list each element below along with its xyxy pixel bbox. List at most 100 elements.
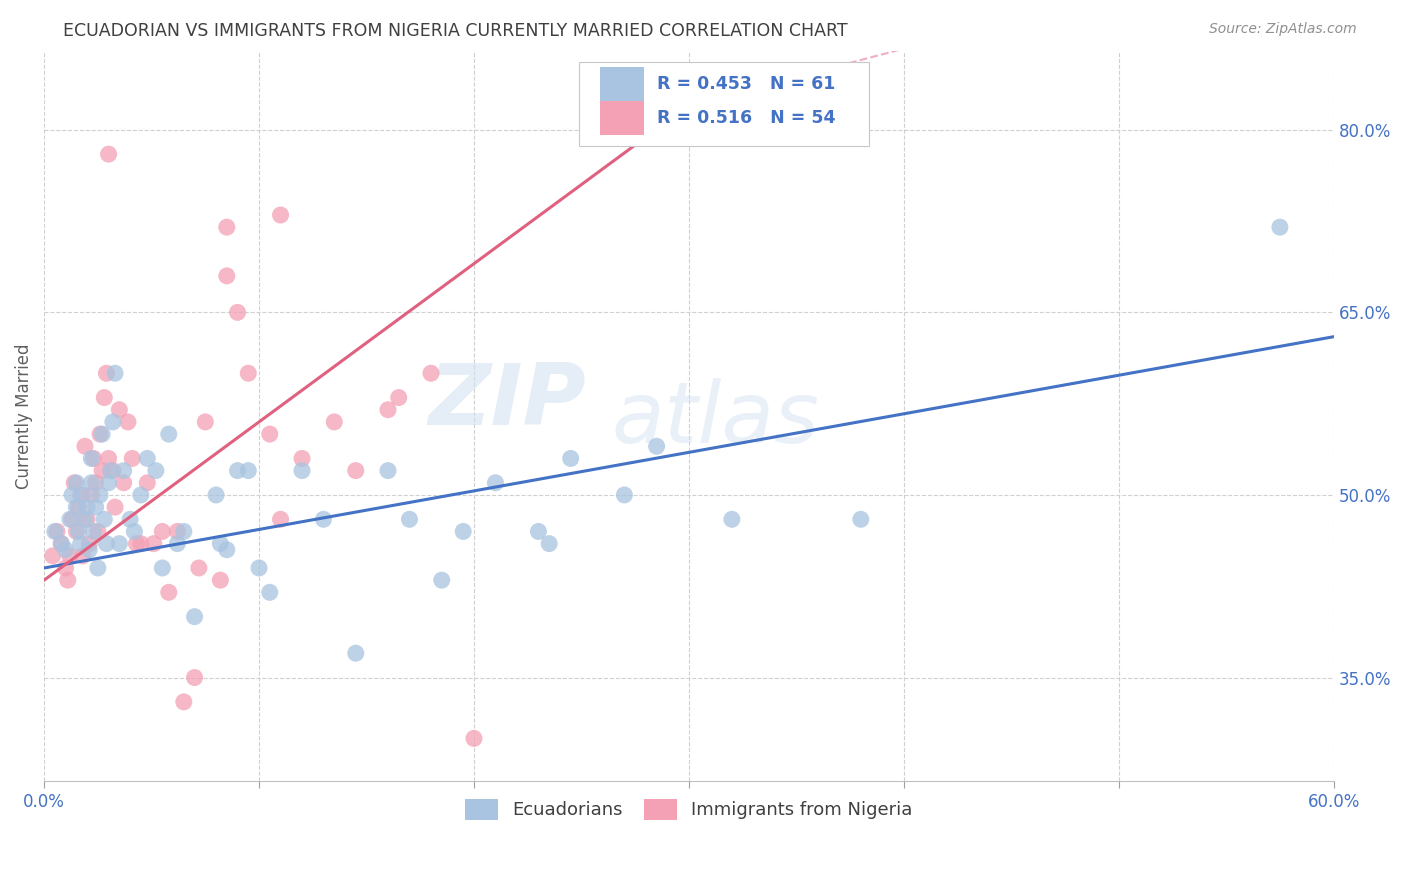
Point: [312, 512, 335, 526]
Point: [65, 475, 87, 490]
Point: [77, 542, 100, 557]
Text: Source: ZipAtlas.com: Source: ZipAtlas.com: [1209, 22, 1357, 37]
Point: [89, 427, 111, 442]
Point: [112, 464, 135, 478]
FancyBboxPatch shape: [600, 68, 644, 101]
Point: [101, 464, 124, 478]
Point: [63, 475, 86, 490]
Point: [100, 464, 122, 478]
Point: [56, 573, 79, 587]
Point: [187, 561, 209, 575]
Point: [97, 147, 120, 161]
Point: [451, 524, 474, 539]
Point: [93, 391, 115, 405]
Point: [80, 451, 103, 466]
Point: [55, 542, 77, 557]
Point: [377, 402, 399, 417]
Point: [76, 500, 98, 515]
Point: [142, 536, 165, 550]
Point: [291, 464, 314, 478]
Point: [117, 415, 139, 429]
Point: [344, 646, 367, 660]
Point: [388, 391, 411, 405]
Point: [77, 536, 100, 550]
Point: [259, 427, 281, 442]
Point: [463, 731, 485, 746]
Point: [125, 536, 148, 550]
Point: [51, 536, 73, 550]
Point: [120, 512, 142, 526]
Point: [108, 402, 131, 417]
Point: [80, 475, 103, 490]
Point: [91, 464, 114, 478]
Point: [226, 305, 249, 319]
Point: [420, 366, 443, 380]
Point: [377, 464, 399, 478]
Point: [91, 427, 114, 442]
Text: R = 0.516   N = 54: R = 0.516 N = 54: [657, 109, 835, 127]
Point: [166, 536, 188, 550]
Point: [80, 488, 103, 502]
Point: [270, 512, 292, 526]
Point: [150, 524, 173, 539]
Point: [849, 512, 872, 526]
Point: [69, 488, 91, 502]
Point: [41, 549, 63, 563]
Point: [124, 524, 146, 539]
Point: [104, 500, 127, 515]
Point: [73, 512, 96, 526]
Point: [205, 488, 228, 502]
Point: [136, 475, 159, 490]
Point: [430, 573, 453, 587]
Point: [101, 415, 124, 429]
Point: [259, 585, 281, 599]
Point: [104, 366, 127, 380]
Point: [613, 488, 636, 502]
Point: [150, 561, 173, 575]
Point: [87, 561, 110, 575]
Point: [44, 524, 66, 539]
Point: [157, 585, 180, 599]
FancyBboxPatch shape: [600, 101, 644, 135]
Text: ECUADORIAN VS IMMIGRANTS FROM NIGERIA CURRENTLY MARRIED CORRELATION CHART: ECUADORIAN VS IMMIGRANTS FROM NIGERIA CU…: [63, 22, 848, 40]
Point: [538, 536, 561, 550]
Point: [183, 671, 205, 685]
Point: [72, 488, 94, 502]
Point: [645, 439, 668, 453]
Point: [97, 451, 120, 466]
Point: [166, 524, 188, 539]
Point: [560, 451, 582, 466]
Point: [65, 524, 87, 539]
Point: [129, 488, 152, 502]
Point: [55, 561, 77, 575]
Point: [46, 524, 69, 539]
Point: [398, 512, 420, 526]
Point: [247, 561, 270, 575]
Point: [89, 488, 111, 502]
Point: [83, 451, 105, 466]
Point: [93, 512, 115, 526]
Point: [97, 475, 120, 490]
Point: [226, 464, 249, 478]
Point: [67, 524, 90, 539]
Point: [60, 488, 83, 502]
Point: [194, 415, 217, 429]
Point: [323, 415, 346, 429]
Point: [721, 512, 744, 526]
Y-axis label: Currently Married: Currently Married: [15, 343, 32, 489]
Point: [108, 536, 131, 550]
Point: [60, 512, 83, 526]
Point: [215, 220, 238, 235]
Point: [112, 475, 135, 490]
Point: [344, 464, 367, 478]
Point: [87, 524, 110, 539]
Point: [209, 536, 232, 550]
Point: [96, 536, 118, 550]
Point: [69, 536, 91, 550]
Text: R = 0.453   N = 61: R = 0.453 N = 61: [657, 75, 835, 94]
Point: [527, 524, 550, 539]
Point: [145, 464, 167, 478]
Point: [84, 475, 107, 490]
Point: [73, 439, 96, 453]
Point: [59, 549, 82, 563]
